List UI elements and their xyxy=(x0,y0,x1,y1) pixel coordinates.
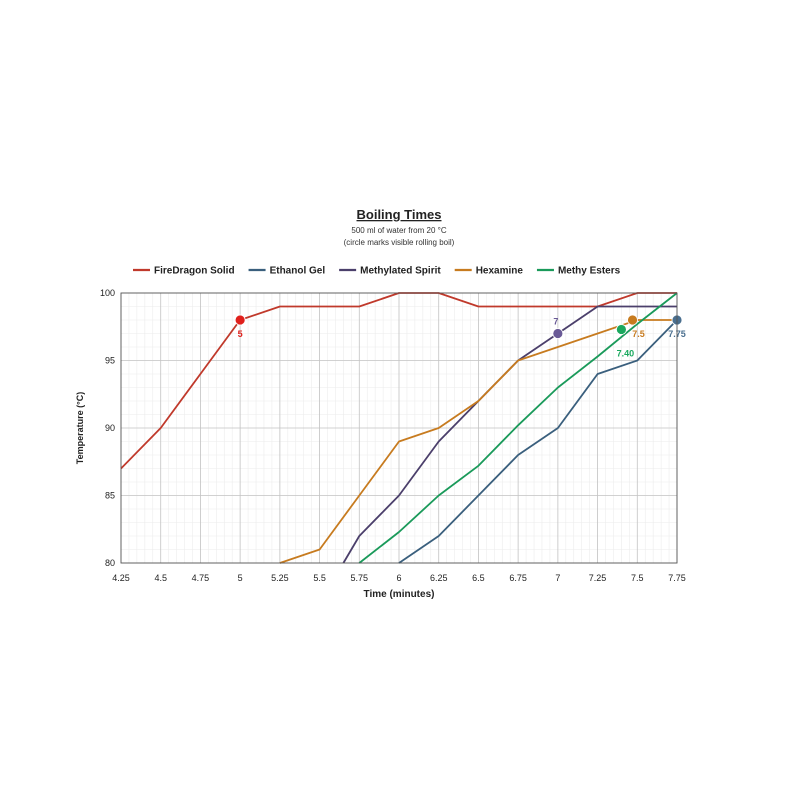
x-tick-label: 5 xyxy=(238,573,243,583)
series-line-ethanol-gel xyxy=(398,319,678,564)
x-tick-label: 7.25 xyxy=(589,573,607,583)
legend-label: FireDragon Solid xyxy=(154,266,235,277)
boil-marker-label-firedragon-solid: 5 xyxy=(238,329,243,339)
boil-marker-label-methylated-spirit: 7 xyxy=(553,317,558,327)
boil-marker-label-methy-esters: 7.40 xyxy=(617,348,635,358)
chart-subtitle: 500 ml of water from 20 °C xyxy=(351,226,446,235)
chart-title: Boiling Times xyxy=(357,207,442,222)
axes: 4.25 4.5 4.75 5 5.25 5.5 5.75 6 6.25 6.5 6.75 7 7.25… xyxy=(100,288,686,583)
x-tick-label: 6.75 xyxy=(509,573,527,583)
y-tick-label: 95 xyxy=(105,356,115,366)
x-tick-label: 4.25 xyxy=(112,573,130,583)
legend-label: Ethanol Gel xyxy=(270,266,326,277)
legend: FireDragon Solid Ethanol Gel Methylated Sp… xyxy=(133,266,621,277)
y-axis-label: Temperature (°C) xyxy=(75,392,85,464)
y-tick-label: 85 xyxy=(105,491,115,501)
series-line-methy-esters xyxy=(358,292,678,564)
y-tick-label: 90 xyxy=(105,423,115,433)
plot-grid xyxy=(120,292,678,564)
legend-label: Hexamine xyxy=(476,266,524,277)
y-tick-label: 100 xyxy=(100,288,115,298)
plot-border xyxy=(120,292,678,564)
legend-item-hexamine: Hexamine xyxy=(454,266,524,277)
y-tick-label: 80 xyxy=(105,558,115,568)
legend-item-methy-esters: Methy Esters xyxy=(536,266,621,277)
x-tick-label: 4.75 xyxy=(192,573,210,583)
boil-marker-hexamine xyxy=(627,314,638,326)
x-tick-label: 4.5 xyxy=(154,573,167,583)
series-line-hexamine xyxy=(279,319,677,564)
boil-marker-methy-esters xyxy=(616,324,627,335)
x-tick-label: 5.75 xyxy=(351,573,369,583)
x-tick-label: 5.5 xyxy=(313,573,326,583)
x-tick-label: 6.5 xyxy=(472,573,485,583)
legend-item-methylated-spirit: Methylated Spirit xyxy=(339,266,441,277)
x-tick-label: 6.25 xyxy=(430,573,448,583)
x-tick-label: 6 xyxy=(396,573,401,583)
x-tick-label: 5.25 xyxy=(271,573,289,583)
legend-item-ethanol-gel: Ethanol Gel xyxy=(248,266,326,277)
boil-marker-methylated-spirit xyxy=(552,328,564,339)
boil-marker-firedragon-solid xyxy=(234,314,246,326)
x-tick-label: 7.75 xyxy=(668,573,686,583)
legend-item-firedragon-solid: FireDragon Solid xyxy=(133,266,235,277)
series-layer xyxy=(120,292,678,564)
x-tick-label: 7.5 xyxy=(631,573,644,583)
x-tick-label: 7 xyxy=(555,573,560,583)
boil-marker-label-hexamine: 7.5 xyxy=(632,329,645,339)
legend-label: Methylated Spirit xyxy=(360,266,441,277)
x-axis-label: Time (minutes) xyxy=(364,589,435,600)
chart-subtitle-note: (circle marks visible rolling boil) xyxy=(344,238,455,247)
legend-label: Methy Esters xyxy=(558,266,621,277)
